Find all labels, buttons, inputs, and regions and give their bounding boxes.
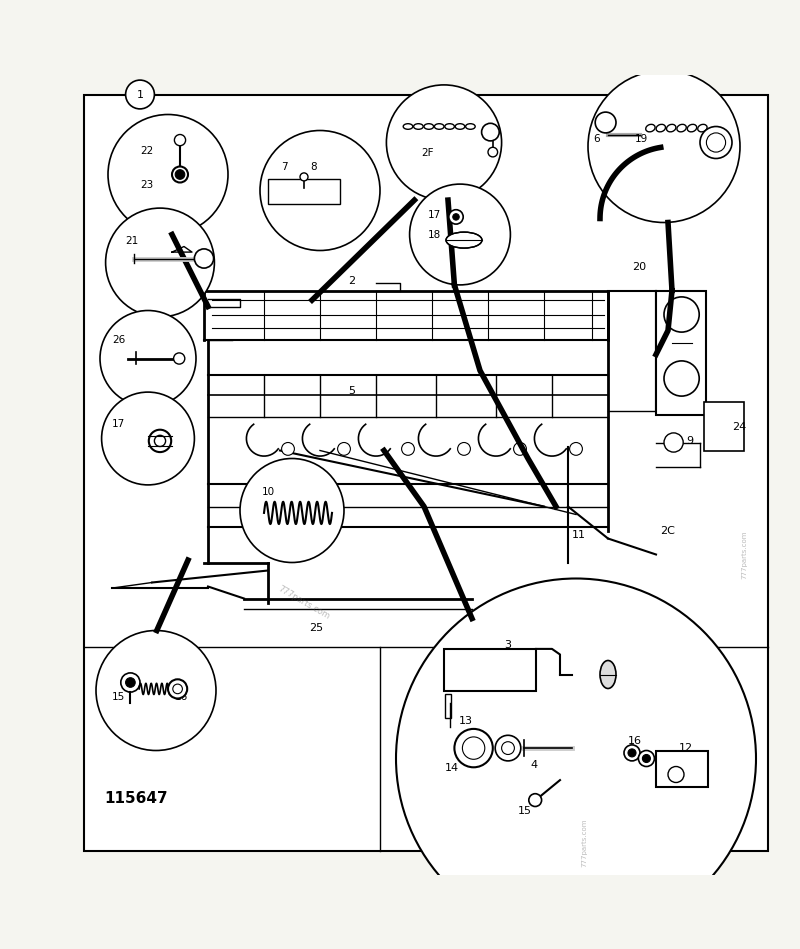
Circle shape: [453, 214, 459, 220]
Text: 777parts.com: 777parts.com: [741, 530, 747, 579]
Ellipse shape: [600, 661, 616, 689]
Circle shape: [282, 442, 294, 456]
Circle shape: [514, 442, 526, 456]
Text: 2C: 2C: [660, 526, 675, 535]
Text: 9: 9: [686, 436, 694, 446]
Text: 6: 6: [594, 134, 600, 143]
Circle shape: [706, 133, 726, 152]
Text: 10: 10: [262, 487, 274, 497]
Circle shape: [194, 249, 214, 269]
Circle shape: [108, 115, 228, 234]
FancyBboxPatch shape: [84, 95, 768, 850]
Circle shape: [126, 80, 154, 109]
Text: 8: 8: [310, 161, 317, 172]
Circle shape: [595, 112, 616, 133]
Text: 14: 14: [445, 763, 459, 773]
Text: 13: 13: [458, 716, 472, 726]
Circle shape: [102, 392, 194, 485]
Circle shape: [482, 123, 499, 140]
Circle shape: [664, 361, 699, 396]
Circle shape: [338, 442, 350, 456]
Circle shape: [126, 678, 135, 687]
Circle shape: [588, 70, 740, 222]
Circle shape: [668, 767, 684, 783]
Circle shape: [121, 673, 140, 692]
Circle shape: [300, 173, 308, 181]
FancyBboxPatch shape: [444, 649, 536, 691]
Text: 1: 1: [137, 89, 143, 100]
Text: 25: 25: [309, 623, 323, 633]
Text: 115647: 115647: [104, 791, 168, 806]
Text: 7: 7: [282, 161, 288, 172]
Text: 15: 15: [112, 692, 126, 702]
Text: 16: 16: [174, 692, 188, 702]
Circle shape: [638, 751, 654, 767]
Circle shape: [410, 184, 510, 285]
Text: 20: 20: [632, 262, 646, 271]
Circle shape: [700, 126, 732, 158]
Circle shape: [458, 442, 470, 456]
Circle shape: [96, 630, 216, 751]
Circle shape: [174, 353, 185, 364]
Circle shape: [172, 166, 188, 182]
Text: 3: 3: [505, 640, 511, 650]
Circle shape: [454, 729, 493, 768]
Circle shape: [402, 442, 414, 456]
Circle shape: [173, 684, 182, 694]
Circle shape: [100, 310, 196, 406]
Circle shape: [106, 208, 214, 317]
FancyBboxPatch shape: [656, 290, 706, 415]
Circle shape: [664, 297, 699, 332]
FancyBboxPatch shape: [656, 751, 708, 787]
Circle shape: [488, 147, 498, 157]
Text: 4: 4: [531, 760, 538, 770]
Circle shape: [664, 433, 683, 452]
Circle shape: [642, 754, 650, 762]
Circle shape: [396, 579, 756, 939]
Text: 23: 23: [140, 180, 154, 190]
Text: 12: 12: [678, 743, 693, 754]
Text: 17: 17: [428, 210, 442, 219]
Text: 777parts.com: 777parts.com: [277, 584, 331, 621]
Text: 5: 5: [349, 385, 355, 396]
Text: 18: 18: [428, 230, 442, 239]
Text: 24: 24: [732, 421, 746, 432]
Circle shape: [529, 793, 542, 807]
Text: 2F: 2F: [422, 148, 434, 158]
Circle shape: [624, 745, 640, 761]
Text: 777parts.com: 777parts.com: [581, 818, 587, 866]
Circle shape: [462, 737, 485, 759]
Text: 26: 26: [112, 335, 126, 345]
Circle shape: [154, 436, 166, 446]
Circle shape: [175, 170, 185, 179]
Text: 17: 17: [112, 419, 126, 429]
Circle shape: [386, 84, 502, 200]
Text: 15: 15: [518, 806, 532, 815]
Text: 16: 16: [627, 735, 642, 746]
Circle shape: [495, 735, 521, 761]
Text: 11: 11: [572, 530, 586, 539]
Circle shape: [174, 135, 186, 146]
Circle shape: [168, 679, 187, 698]
Text: 19: 19: [634, 134, 648, 143]
Circle shape: [628, 749, 636, 757]
Text: 2: 2: [349, 276, 355, 286]
Circle shape: [260, 131, 380, 251]
Circle shape: [240, 458, 344, 563]
Text: 22: 22: [140, 145, 154, 156]
FancyBboxPatch shape: [704, 402, 744, 451]
Circle shape: [570, 442, 582, 456]
Circle shape: [149, 430, 171, 452]
Ellipse shape: [446, 233, 482, 248]
Text: 21: 21: [126, 236, 139, 246]
Circle shape: [449, 210, 463, 224]
Circle shape: [502, 742, 514, 754]
